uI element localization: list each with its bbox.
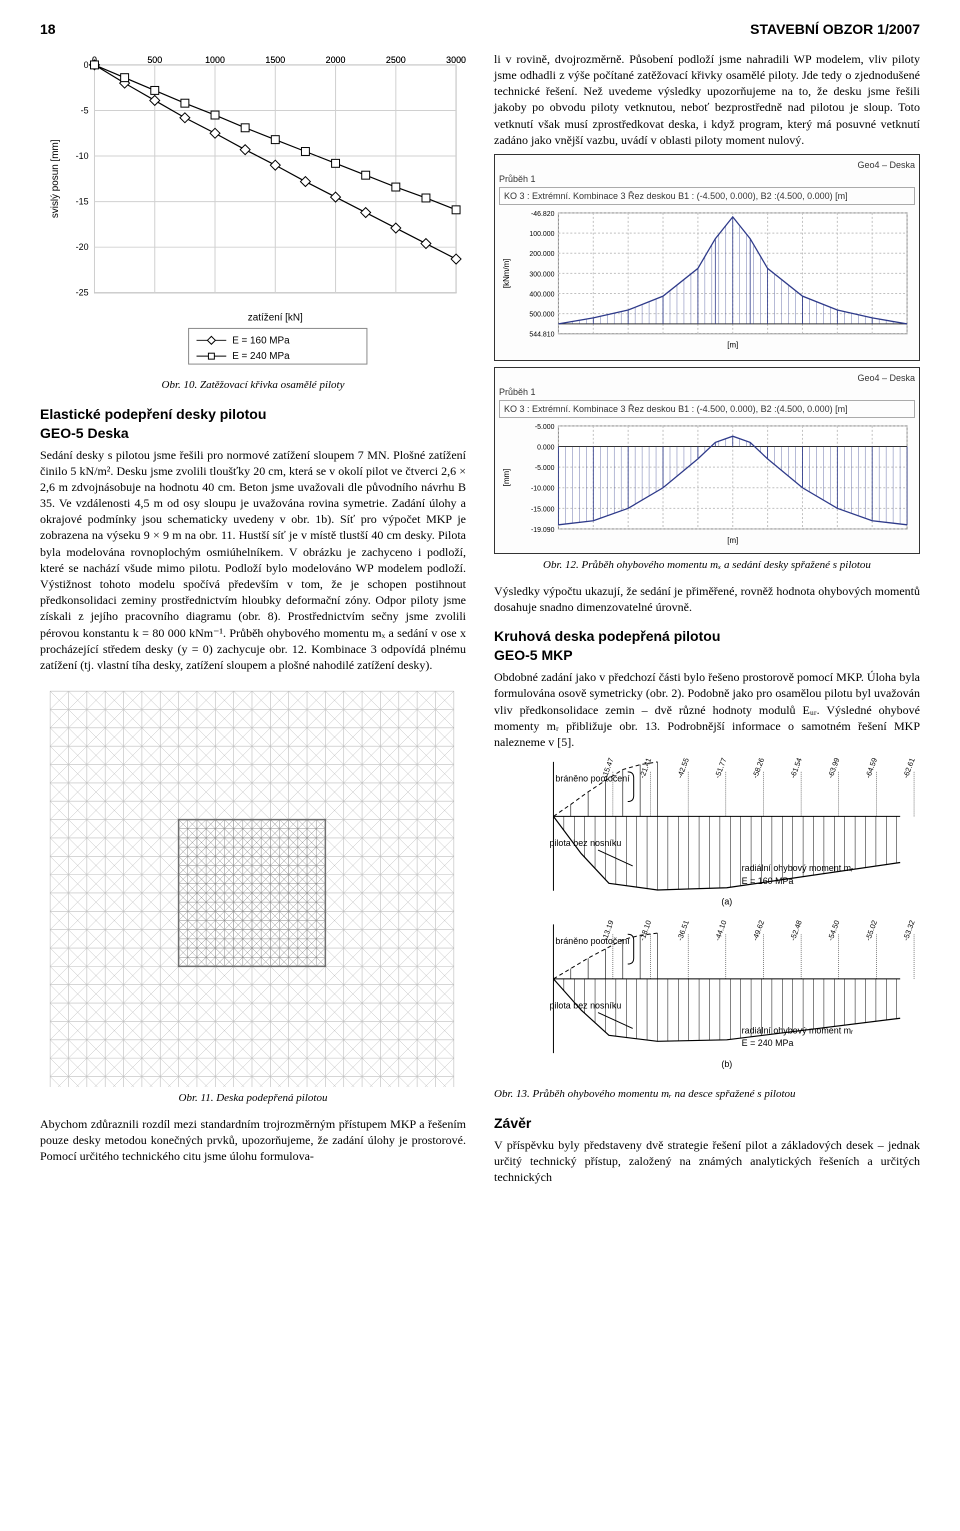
screenshot-sedani: Geo4 – Deska Průběh 1 KO 3 : Extrémní. K… — [494, 367, 920, 554]
svg-text:-36.51: -36.51 — [675, 919, 691, 942]
svg-text:-53.32: -53.32 — [901, 919, 917, 942]
section3-title: Kruhová deska podepřená pilotou GEO-5 MK… — [494, 627, 920, 665]
sc1-app-title: Geo4 – Deska — [499, 159, 915, 171]
svg-text:-10: -10 — [76, 151, 89, 161]
journal-title: STAVEBNÍ OBZOR 1/2007 — [750, 20, 920, 39]
sc2-subtitle: Průběh 1 — [499, 386, 915, 398]
svg-text:-52.48: -52.48 — [788, 919, 804, 942]
svg-text:0.000: 0.000 — [537, 445, 554, 452]
bottom-left-para: Abychom zdůraznili rozdíl mezi standardn… — [40, 1116, 466, 1165]
svg-text:radiální ohybový moment mᵣ: radiální ohybový moment mᵣ — [742, 1025, 854, 1035]
svg-text:bráněno pootočení: bráněno pootočení — [555, 936, 630, 946]
svg-text:100.000: 100.000 — [529, 231, 554, 238]
svg-text:2000: 2000 — [326, 55, 346, 65]
svg-text:pilota bez nosníku: pilota bez nosníku — [549, 838, 621, 848]
svg-text:E = 240 MPa: E = 240 MPa — [742, 1038, 794, 1048]
svg-text:-63.99: -63.99 — [826, 757, 842, 780]
svg-text:-20: -20 — [76, 242, 89, 252]
fig13-caption: Obr. 13. Průběh ohybového momentu mᵣ na … — [494, 1087, 920, 1102]
section1-title: Elastické podepření desky pilotou GEO-5 … — [40, 405, 466, 443]
svg-text:-64.59: -64.59 — [863, 757, 879, 780]
page-number: 18 — [40, 20, 56, 39]
svg-text:544.810: 544.810 — [529, 332, 554, 339]
svg-text:-5.000: -5.000 — [535, 466, 555, 473]
svg-text:400.000: 400.000 — [529, 292, 554, 299]
svg-text:1000: 1000 — [205, 55, 225, 65]
svg-text:bráněno pootočení: bráněno pootočení — [555, 774, 630, 784]
right-intro: li v rovině, dvojrozměrně. Působení podl… — [494, 51, 920, 148]
svg-text:-49.62: -49.62 — [750, 919, 766, 942]
section1-body: Sedání desky s pilotou jsme řešili pro n… — [40, 447, 466, 674]
svg-text:-10.000: -10.000 — [531, 486, 555, 493]
svg-text:[kNm/m]: [kNm/m] — [502, 259, 511, 288]
page-header: 18 STAVEBNÍ OBZOR 1/2007 — [40, 20, 920, 39]
sc2-app-title: Geo4 – Deska — [499, 372, 915, 384]
section4-body: V příspěvku byly představeny dvě strateg… — [494, 1137, 920, 1186]
fig10-chart: 0050050010001000150015002000200025002500… — [40, 55, 466, 372]
svg-text:-62.61: -62.61 — [901, 757, 917, 780]
svg-text:3000: 3000 — [446, 55, 466, 65]
svg-text:-5.000: -5.000 — [535, 424, 555, 431]
svg-text:1500: 1500 — [265, 55, 285, 65]
svg-text:E = 160 MPa: E = 160 MPa — [742, 876, 794, 886]
svg-text:-44.10: -44.10 — [713, 919, 729, 942]
svg-text:zatížení [kN]: zatížení [kN] — [248, 312, 303, 323]
svg-text:(a): (a) — [721, 897, 732, 907]
svg-text:500: 500 — [147, 55, 162, 65]
svg-text:-61.54: -61.54 — [788, 757, 804, 780]
svg-text:-55.02: -55.02 — [863, 919, 879, 942]
svg-text:E = 240 MPa: E = 240 MPa — [232, 351, 290, 362]
svg-text:-19.090: -19.090 — [531, 527, 555, 534]
sc1-info: KO 3 : Extrémní. Kombinace 3 Řez deskou … — [499, 187, 915, 205]
svg-text:-15.000: -15.000 — [531, 507, 555, 514]
svg-text:svislý posun [mm]: svislý posun [mm] — [50, 139, 61, 218]
svg-text:-46.820: -46.820 — [531, 211, 555, 218]
fig11-caption: Obr. 11. Deska podepřená pilotou — [40, 1091, 466, 1106]
svg-text:[mm]: [mm] — [502, 469, 511, 487]
svg-text:radiální ohybový moment mᵣ: radiální ohybový moment mᵣ — [742, 863, 854, 873]
section4-title: Závěr — [494, 1114, 920, 1133]
svg-text:-54.50: -54.50 — [826, 919, 842, 942]
svg-text:pilota bez nosníku: pilota bez nosníku — [549, 1001, 621, 1011]
section2-body: Výsledky výpočtu ukazují, že sedání je p… — [494, 583, 920, 615]
svg-text:(b): (b) — [721, 1059, 732, 1069]
sc2-info: KO 3 : Extrémní. Kombinace 3 Řez deskou … — [499, 400, 915, 418]
svg-text:E = 160 MPa: E = 160 MPa — [232, 335, 290, 346]
screenshot-moment: Geo4 – Deska Průběh 1 KO 3 : Extrémní. K… — [494, 154, 920, 361]
svg-text:0: 0 — [84, 60, 89, 70]
svg-text:-58.26: -58.26 — [750, 757, 766, 780]
svg-text:[m]: [m] — [727, 536, 738, 545]
svg-text:200.000: 200.000 — [529, 252, 554, 259]
svg-text:500.000: 500.000 — [529, 312, 554, 319]
fig10-caption: Obr. 10. Zatěžovací křivka osamělé pilot… — [40, 378, 466, 393]
fig12-caption: Obr. 12. Průběh ohybového momentu mₓ a s… — [494, 558, 920, 573]
fig11-mesh — [40, 681, 466, 1087]
svg-text:[m]: [m] — [727, 341, 738, 350]
svg-text:300.000: 300.000 — [529, 272, 554, 279]
sc1-subtitle: Průběh 1 — [499, 173, 915, 185]
svg-text:-5: -5 — [81, 105, 89, 115]
svg-text:2500: 2500 — [386, 55, 406, 65]
svg-text:-42.55: -42.55 — [675, 757, 691, 780]
svg-text:-51.77: -51.77 — [713, 757, 729, 780]
fig13-chart: bráněno pootočenípilota bez nosníku-15.4… — [494, 754, 920, 1081]
svg-text:-25: -25 — [76, 288, 89, 298]
svg-text:-15: -15 — [76, 196, 89, 206]
section3-body: Obdobné zadání jako v předchozí části by… — [494, 669, 920, 750]
